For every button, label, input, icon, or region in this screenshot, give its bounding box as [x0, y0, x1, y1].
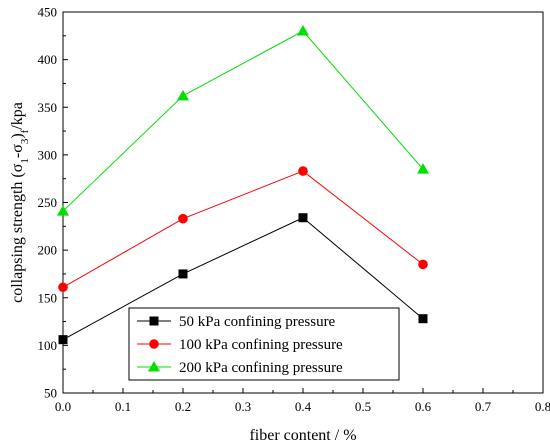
series-2 [58, 166, 428, 293]
data-point [298, 213, 308, 223]
data-point [418, 259, 428, 270]
x-tick-label: 0.0 [55, 399, 71, 414]
x-tick-label: 0.1 [115, 399, 131, 414]
x-tick-label: 0.4 [295, 399, 312, 414]
legend-item: 200 kPa confining pressure [137, 360, 343, 376]
data-point [417, 163, 429, 174]
x-tick-label: 0.8 [535, 399, 550, 414]
data-point [418, 314, 428, 324]
legend-box [128, 307, 400, 381]
legend-item: 50 kPa confining pressure [137, 314, 336, 330]
y-tick-label: 100 [38, 338, 58, 353]
legend: 50 kPa confining pressure 100 kPa confini… [128, 307, 400, 381]
series-1 [58, 213, 428, 345]
y-tick-label: 300 [38, 147, 58, 162]
series-line [62, 217, 424, 341]
y-tick-label: 250 [38, 195, 58, 210]
legend-marker [148, 361, 160, 372]
data-point [178, 269, 188, 279]
legend-label: 200 kPa confining pressure [179, 360, 343, 376]
y-axis: 50 100 150 200 250 300 350 400 450 [38, 5, 68, 401]
series-line [62, 170, 424, 288]
x-tick-label: 0.2 [175, 399, 191, 414]
legend-item: 100 kPa confining pressure [137, 337, 343, 353]
x-axis: 0.0 0.1 0.2 0.3 0.4 0.5 0.6 0.7 0.8 [55, 388, 550, 414]
x-tick-label: 0.3 [235, 399, 251, 414]
x-axis-label: fiber content / % [249, 427, 356, 444]
legend-marker [149, 339, 159, 349]
legend-label: 50 kPa confining pressure [179, 314, 336, 330]
data-point [178, 213, 188, 224]
y-tick-label: 450 [38, 5, 58, 20]
data-point [298, 166, 308, 176]
legend-label: 100 kPa confining pressure [179, 337, 343, 353]
data-point [57, 205, 69, 216]
data-point [177, 89, 189, 101]
y-tick-label: 50 [44, 386, 57, 401]
series-line [62, 30, 424, 212]
x-tick-label: 0.6 [415, 399, 432, 414]
y-axis-label: collapsing strength (σ1-σ3)f/kpa [9, 102, 31, 303]
data-point [297, 25, 309, 36]
series-3 [57, 25, 429, 216]
x-tick-label: 0.5 [355, 399, 371, 414]
data-point [58, 335, 68, 345]
y-tick-label: 400 [38, 52, 58, 67]
x-tick-label: 0.7 [475, 399, 492, 414]
series-layer [57, 25, 429, 345]
y-tick-label: 200 [38, 243, 58, 258]
legend-marker [149, 316, 159, 326]
y-tick-label: 150 [38, 290, 58, 305]
y-tick-label: 350 [38, 100, 58, 115]
data-point [58, 282, 68, 293]
